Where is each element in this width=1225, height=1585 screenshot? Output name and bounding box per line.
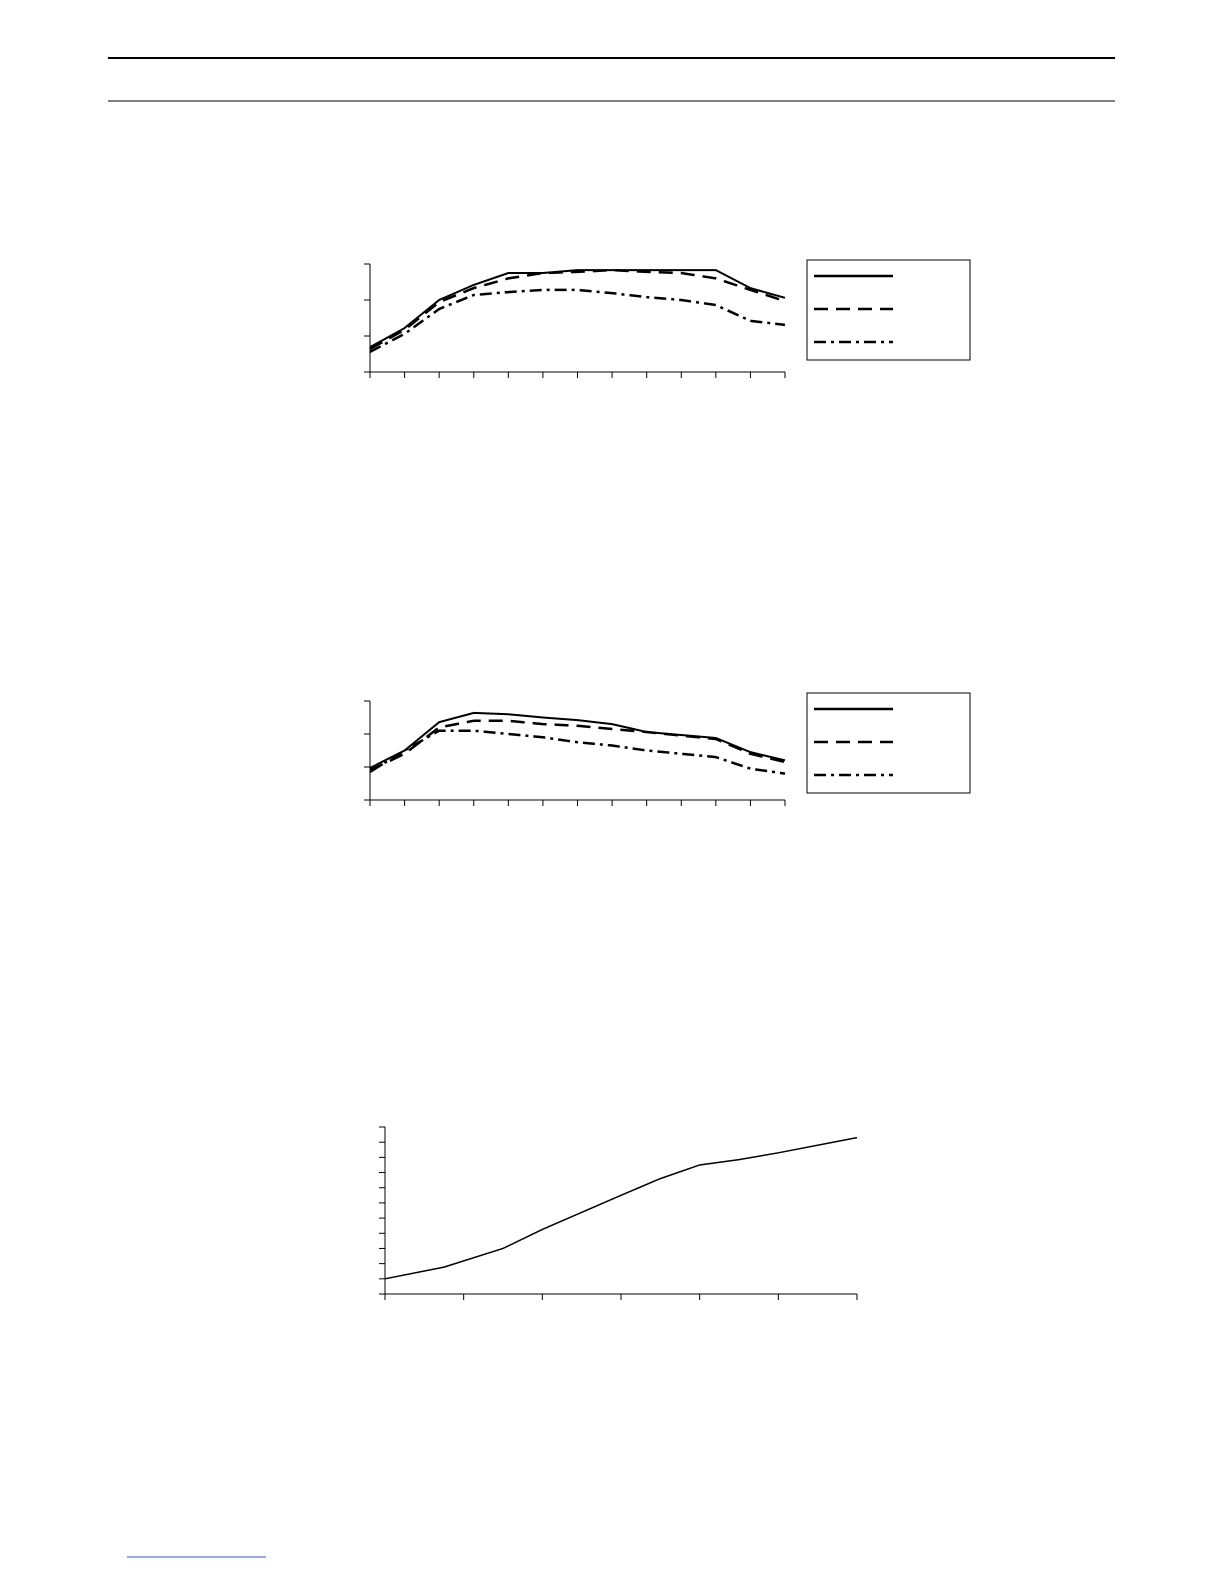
- series-line: [369, 288, 786, 353]
- series-line: [384, 1136, 858, 1280]
- series-line: [369, 729, 786, 775]
- series-line: [369, 711, 786, 769]
- series-line: [369, 268, 786, 351]
- series-line: [369, 719, 786, 772]
- series-line: [369, 269, 786, 349]
